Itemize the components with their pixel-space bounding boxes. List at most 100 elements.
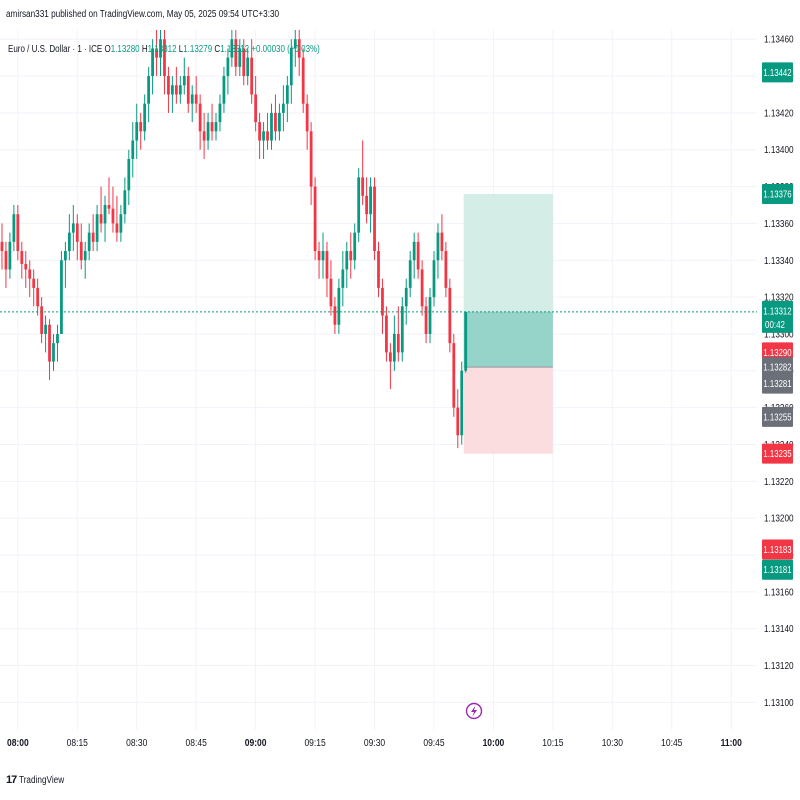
candle: [131, 122, 135, 178]
candle: [392, 315, 396, 371]
candle-body: [460, 370, 464, 436]
candle: [4, 241, 8, 288]
candle-body: [28, 269, 32, 279]
candle: [52, 333, 55, 371]
published-by-line: amirsan331 published on TradingView.com,…: [6, 9, 280, 20]
candle: [365, 177, 368, 224]
candle: [83, 241, 87, 279]
candle-body: [52, 343, 55, 362]
candle-body: [83, 251, 87, 261]
candle: [452, 333, 456, 417]
candle-body: [464, 311, 468, 371]
long-position-tool[interactable]: [463, 193, 553, 454]
candle: [103, 195, 107, 242]
candle: [174, 66, 178, 104]
price-badge-bg: [762, 406, 793, 427]
candle-body: [349, 251, 353, 261]
candle-body: [127, 158, 131, 191]
candle-body: [71, 223, 75, 233]
candle: [408, 251, 412, 298]
candle-body: [75, 223, 79, 242]
candle: [424, 297, 428, 344]
candle-body: [190, 94, 194, 104]
candle-body: [202, 131, 206, 141]
price-badge-label: 1.13181: [763, 564, 791, 575]
candle: [404, 278, 408, 325]
price-badge: 1.13376: [762, 183, 793, 204]
candle-body: [404, 287, 408, 307]
candle: [238, 39, 242, 77]
candle: [262, 122, 265, 159]
tradingview-brand: TradingView: [19, 774, 65, 786]
candle: [246, 48, 250, 86]
candle: [64, 241, 67, 288]
lightning-bolt: [471, 705, 477, 717]
time-tick-label: 10:30: [602, 737, 623, 748]
candle-body: [107, 205, 111, 209]
tradingview-logo[interactable]: 17 TradingView: [6, 774, 74, 786]
candle: [254, 76, 258, 132]
candle-body: [313, 186, 317, 252]
stop-loss-zone[interactable]: [463, 367, 553, 454]
price-tick-label: 1.13220: [764, 476, 794, 487]
candle-body: [99, 214, 103, 224]
candle-body: [289, 48, 293, 86]
price-badge-label: 1.13282: [763, 362, 791, 373]
candle: [16, 205, 20, 261]
price-tick-label: 1.13460: [764, 34, 794, 45]
candle: [305, 94, 309, 150]
candle: [230, 30, 234, 67]
candle: [178, 76, 182, 104]
lightning-icon[interactable]: [465, 702, 483, 720]
candle-body: [91, 232, 95, 242]
price-badge-bg: [762, 300, 793, 333]
candle-body: [325, 251, 329, 279]
price-badge-bg: [762, 443, 793, 464]
time-tick-label: 10:15: [542, 737, 563, 748]
candle: [432, 251, 436, 307]
candle-body: [139, 122, 143, 132]
price-badge-label: 1.13290: [763, 347, 791, 358]
time-axis[interactable]: 08:00 08:15 08:30 08:45 09:00 09:15 09:30 09:45…: [7, 737, 742, 748]
price-badge-bg: [762, 62, 793, 83]
candle: [242, 39, 246, 86]
candle: [448, 278, 452, 353]
candle: [329, 260, 333, 316]
candle-body: [385, 315, 388, 353]
candle: [20, 241, 24, 279]
candle: [420, 260, 424, 316]
price-tick-label: 1.13340: [764, 255, 794, 266]
candle-body: [111, 208, 115, 224]
candle: [159, 30, 162, 77]
candle-body: [238, 48, 242, 67]
candle-body: [60, 260, 63, 334]
candle: [353, 223, 357, 270]
candle-body: [452, 343, 456, 408]
candlestick-series: [0, 30, 468, 449]
candle-body: [373, 186, 376, 252]
take-profit-zone[interactable]: [463, 193, 553, 368]
candle: [167, 66, 170, 113]
candle-body: [64, 251, 67, 261]
candle: [8, 232, 12, 279]
candle: [71, 205, 75, 252]
candle-body: [369, 186, 372, 215]
close-label: C: [214, 44, 221, 55]
candle: [99, 186, 103, 233]
price-tick-label: 1.13140: [764, 623, 794, 634]
price-badge: 1.13181: [762, 559, 793, 580]
candle-body: [258, 122, 261, 141]
candle-body: [182, 76, 186, 86]
price-badge-bg: [762, 357, 793, 378]
time-tick-label: 08:45: [186, 737, 207, 748]
candle-body: [301, 57, 305, 104]
current-profit-zone: [463, 311, 553, 368]
candle-body: [119, 214, 123, 233]
price-badge: 1.13235: [762, 443, 793, 464]
candle: [151, 39, 154, 95]
candle: [317, 241, 321, 279]
candle: [309, 122, 313, 205]
candle: [270, 103, 273, 150]
price-badge-label: 1.13281: [763, 378, 791, 389]
